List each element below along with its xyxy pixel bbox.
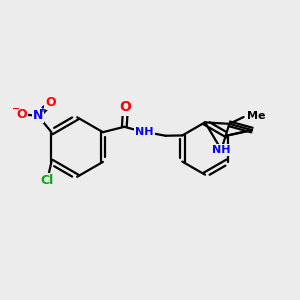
Text: +: + [39,105,46,114]
Text: O: O [120,100,131,115]
Text: Cl: Cl [40,174,54,187]
Text: NH: NH [135,127,154,137]
Text: Me: Me [247,110,265,121]
Text: O: O [45,96,56,109]
Text: N: N [33,109,43,122]
Text: O: O [16,108,27,121]
Text: −: − [12,104,20,114]
Text: NH: NH [212,145,231,155]
